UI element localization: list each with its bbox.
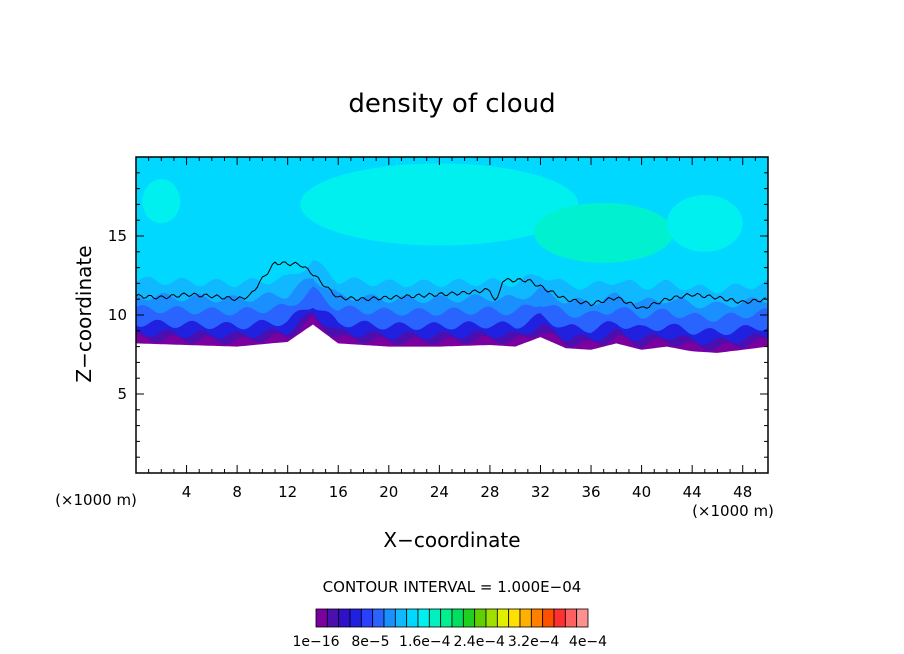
colorbar-swatch: [338, 608, 351, 628]
colorbar-label: 4e−4: [569, 634, 607, 650]
x-tick-label: 20: [379, 483, 398, 501]
colorbar-swatch: [564, 608, 578, 628]
x-tick-label: 16: [329, 483, 348, 501]
x-tick-label: 40: [632, 483, 651, 501]
density-field: [136, 157, 768, 353]
colorbar-swatch: [440, 608, 453, 628]
colorbar-label: 1.6e−4: [399, 634, 451, 650]
colorbar-swatch: [417, 608, 430, 628]
x-tick-label: 12: [278, 483, 297, 501]
colorbar-swatch: [519, 608, 532, 628]
x-tick-label: 48: [733, 483, 752, 501]
colorbar-label: 8e−5: [351, 634, 389, 650]
colorbar-label: 3.2e−4: [508, 634, 560, 650]
colorbar-swatch: [315, 608, 328, 628]
colorbar-swatch: [542, 608, 555, 628]
x-tick-label: 4: [182, 483, 192, 501]
colorbar-swatch: [360, 608, 374, 628]
colorbar-swatch: [326, 608, 340, 628]
x-axis-label: X−coordinate: [383, 528, 520, 552]
colorbar-swatch: [451, 608, 464, 628]
colorbar-swatch: [394, 608, 408, 628]
colorbar-swatch: [349, 608, 362, 628]
upper-blob-2: [666, 194, 743, 252]
y-tick-label: 15: [108, 227, 127, 245]
colorbar-swatch: [372, 608, 385, 628]
upper-blob-1: [534, 202, 674, 263]
x-tick-label: 28: [480, 483, 499, 501]
upper-blob-0: [300, 163, 579, 246]
y-tick-label: 5: [117, 385, 127, 403]
colorbar-swatch: [474, 608, 487, 628]
x-tick-label: 44: [683, 483, 702, 501]
x-tick-label: 24: [430, 483, 449, 501]
colorbar-swatch: [462, 608, 476, 628]
x-unit-left: (×1000 m): [55, 491, 137, 509]
colorbar-swatch: [485, 608, 498, 628]
colorbar-swatch: [406, 608, 419, 628]
colorbar-swatch: [428, 608, 442, 628]
y-axis-label: Z−coordinate: [72, 245, 96, 382]
colorbar-swatch: [576, 608, 589, 628]
x-tick-label: 8: [232, 483, 242, 501]
colorbar-swatch: [496, 608, 510, 628]
contour-line: [136, 261, 766, 309]
colorbar-label: 1e−16: [292, 634, 339, 650]
colorbar-label: 2.4e−4: [453, 634, 505, 650]
chart-title: density of cloud: [348, 89, 555, 119]
upper-blob-3: [142, 179, 181, 224]
colorbar-swatch: [553, 608, 566, 628]
colorbar-swatch: [508, 608, 521, 628]
colorbar-swatch: [530, 608, 544, 628]
colorbar: 1e−16 8e−5 1.6e−4 2.4e−4 3.2e−4 4e−4: [292, 608, 607, 650]
x-unit-right: (×1000 m): [692, 502, 774, 520]
x-tick-label: 32: [531, 483, 550, 501]
y-tick-label: 10: [108, 306, 127, 324]
contour-interval-label: CONTOUR INTERVAL = 1.000E−04: [323, 578, 582, 596]
colorbar-swatch: [383, 608, 396, 628]
x-tick-label: 36: [581, 483, 600, 501]
